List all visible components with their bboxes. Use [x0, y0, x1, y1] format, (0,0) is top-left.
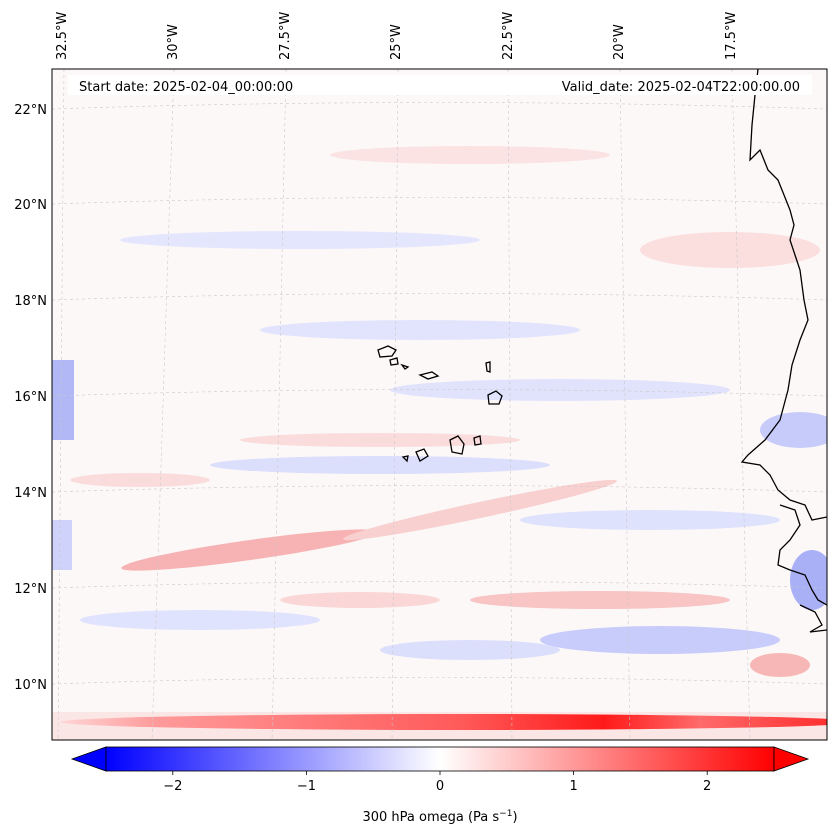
colorbar-gradient: [105, 746, 775, 772]
coastline: [740, 69, 827, 633]
lon-label: 27.5°W: [278, 12, 293, 60]
lat-label: 16°N: [14, 390, 47, 405]
colorbar-tick-label: 0: [436, 779, 444, 794]
lon-label: 32.5°W: [55, 12, 70, 60]
date-strip: [68, 75, 812, 95]
lat-label: 12°N: [14, 582, 47, 597]
lon-label: 20°W: [612, 24, 627, 60]
colorbar-title: 300 hPa omega (Pa s−1): [362, 809, 517, 825]
colorbar: −2 −1 0 1 2 300 hPa omega (Pa s−1): [70, 746, 810, 825]
colorbar-tick-label: −1: [297, 779, 316, 794]
colorbar-title-exponent: −1: [499, 809, 512, 819]
lat-label: 10°N: [14, 678, 47, 693]
colorbar-title-main: 300 hPa omega (Pa s: [362, 810, 499, 825]
colorbar-extend-max: [773, 746, 810, 772]
lon-label: 30°W: [166, 24, 181, 60]
lat-label: 14°N: [14, 486, 47, 501]
lat-label: 22°N: [14, 103, 47, 118]
graticule: [52, 69, 827, 740]
colorbar-tick-label: 1: [569, 779, 577, 794]
lon-label: 17.5°W: [724, 12, 739, 60]
valid-date: Valid_date: 2025-02-04T22:00:00.00: [562, 80, 800, 95]
lat-label: 20°N: [14, 198, 47, 213]
colorbar-title-close: ): [512, 810, 517, 825]
omega-field: [52, 69, 827, 740]
cape-verde-islands: [377, 345, 503, 463]
lon-label: 25°W: [389, 24, 404, 60]
lon-label: 22.5°W: [501, 12, 516, 60]
lat-label: 18°N: [14, 294, 47, 309]
map-frame: [51, 68, 828, 741]
latitude-labels: 22°N 20°N 18°N 16°N 14°N 12°N 10°N: [14, 103, 47, 693]
colorbar-extend-min: [70, 746, 107, 772]
longitude-labels: 32.5°W 30°W 27.5°W 25°W 22.5°W 20°W 17.5…: [55, 12, 739, 60]
colorbar-tick-label: −2: [163, 779, 182, 794]
start-date: Start date: 2025-02-04_00:00:00: [79, 80, 293, 95]
colorbar-tick-label: 2: [703, 779, 711, 794]
